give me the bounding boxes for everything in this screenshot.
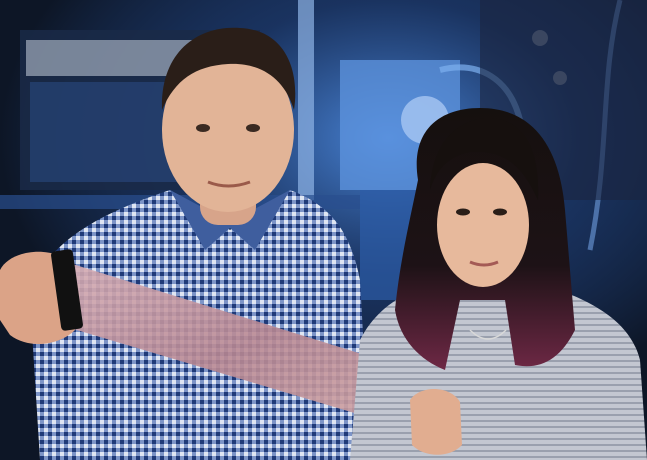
wall-valve-2: [553, 71, 567, 85]
wall-valve-1: [532, 30, 548, 46]
woman-mouth: [469, 260, 499, 267]
lab-pipe: [298, 0, 314, 200]
woman: [350, 108, 647, 460]
woman-face: [437, 163, 529, 287]
man-hair: [161, 27, 296, 110]
man-mouth: [207, 180, 251, 188]
woman-left-eye: [456, 208, 470, 216]
woman-hand: [410, 388, 462, 455]
stretchable-film: [66, 262, 420, 432]
man-right-eye: [246, 124, 260, 132]
man-face: [162, 48, 294, 212]
woman-bangs: [430, 118, 539, 200]
woman-right-eye: [493, 208, 507, 216]
man-collar: [170, 190, 290, 250]
man-left-eye: [196, 124, 210, 132]
woman-necklace: [469, 329, 507, 340]
film-clip-left: [51, 249, 83, 331]
